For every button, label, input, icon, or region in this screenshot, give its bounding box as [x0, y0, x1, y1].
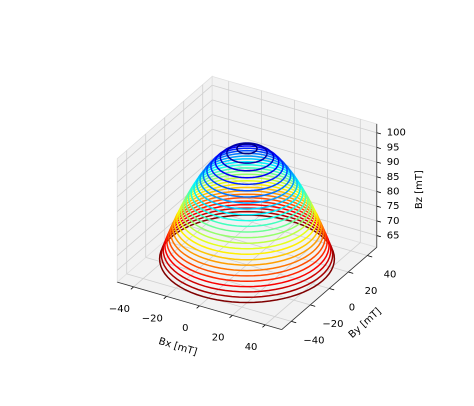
- contour-ring: [180, 176, 314, 244]
- contour-ring: [171, 190, 323, 266]
- x-tick-label: 20: [212, 333, 225, 344]
- z-tick-label: 70: [387, 216, 400, 227]
- tick-mark: [130, 286, 134, 290]
- grid-line: [116, 128, 213, 212]
- contour-ring: [214, 145, 280, 179]
- tick-mark: [329, 288, 335, 291]
- tick-mark: [376, 205, 381, 208]
- y-tick-label: −40: [303, 335, 324, 346]
- contour-ring: [219, 143, 275, 172]
- y-tick-label: 20: [365, 286, 378, 297]
- grid-line: [212, 84, 377, 134]
- grid-line: [212, 99, 377, 148]
- z-tick-label: 85: [387, 172, 400, 183]
- tick-mark: [376, 132, 381, 135]
- y-tick-label: −20: [322, 319, 343, 330]
- z-tick-label: 100: [387, 128, 406, 139]
- tick-mark: [367, 255, 373, 258]
- contour-ring: [210, 147, 284, 186]
- tick-mark: [376, 235, 381, 238]
- x-axis-label: Bx [mT]: [157, 336, 198, 358]
- x-tick-label: 40: [245, 342, 258, 353]
- contour-ring: [226, 142, 268, 164]
- tick-mark: [262, 324, 266, 328]
- tick-mark: [196, 305, 200, 309]
- z-tick-label: 65: [387, 231, 400, 242]
- y-tick-label: 40: [384, 270, 397, 281]
- z-tick-label: 75: [387, 201, 400, 212]
- contour-ring: [236, 142, 258, 155]
- y-tick-label: 0: [349, 303, 355, 314]
- axis-line: [117, 281, 282, 330]
- x-tick-label: −40: [109, 304, 130, 315]
- grid-line: [212, 128, 377, 178]
- grid-line: [116, 158, 213, 242]
- z-tick-label: 90: [387, 157, 400, 168]
- contour-ring: [164, 203, 330, 288]
- grid-line: [116, 99, 213, 183]
- grid-line: [116, 187, 213, 271]
- tick-mark: [348, 271, 354, 274]
- z-tick-label: 95: [387, 142, 400, 153]
- tick-mark: [376, 220, 381, 223]
- grid-line: [116, 143, 213, 227]
- tick-mark: [376, 147, 381, 149]
- tick-mark: [163, 296, 167, 300]
- z-tick-label: 80: [387, 186, 400, 197]
- axis-line: [281, 247, 378, 330]
- grid-line: [116, 84, 213, 168]
- tick-mark: [376, 191, 381, 194]
- grid-line: [116, 114, 213, 198]
- tick-mark: [310, 304, 316, 307]
- tick-mark: [376, 176, 381, 179]
- grid-line: [212, 114, 377, 163]
- x-tick-label: 0: [182, 323, 188, 334]
- z-axis-label: Bz [mT]: [414, 170, 425, 209]
- x-tick-label: −20: [142, 314, 163, 325]
- tick-mark: [291, 320, 297, 324]
- tick-mark: [376, 161, 381, 164]
- contour-ring: [162, 207, 332, 293]
- tick-mark: [229, 315, 233, 319]
- grid-line: [145, 257, 311, 306]
